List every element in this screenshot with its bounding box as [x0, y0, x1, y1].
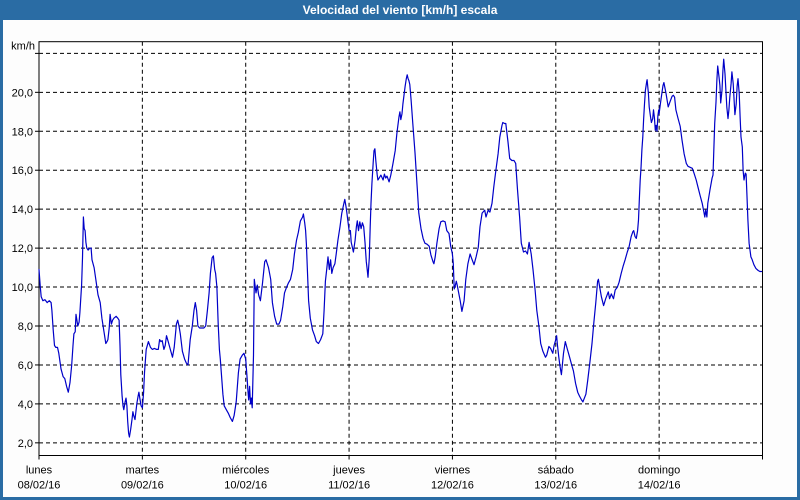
title-bar: Velocidad del viento [km/h] escala	[0, 0, 800, 20]
window-border-bottom	[0, 497, 800, 500]
x-day-name-label: jueves	[332, 465, 365, 477]
y-tick-label: 6,0	[18, 360, 33, 372]
x-day-name-label: viernes	[435, 465, 471, 477]
x-day-date-label: 11/02/16	[328, 480, 370, 492]
x-day-name-label: miércoles	[222, 465, 270, 477]
x-day-name-label: lunes	[26, 465, 53, 477]
y-tick-label: 16,0	[12, 165, 33, 177]
y-axis-unit-label: km/h	[11, 41, 35, 53]
plot-frame	[38, 41, 763, 456]
y-tick-label: 4,0	[18, 399, 33, 411]
window-border-right	[797, 0, 800, 500]
x-day-date-label: 14/02/16	[638, 480, 681, 492]
y-tick-label: 8,0	[18, 321, 33, 333]
x-day-date-label: 08/02/16	[18, 480, 61, 492]
x-day-name-label: domingo	[638, 465, 680, 477]
window-title: Velocidad del viento [km/h] escala	[302, 3, 498, 17]
x-day-name-label: martes	[126, 465, 160, 477]
window-border-left	[0, 0, 3, 500]
x-day-date-label: 12/02/16	[431, 480, 474, 492]
x-day-date-label: 13/02/16	[534, 480, 577, 492]
y-tick-label: 14,0	[12, 204, 33, 216]
y-tick-label: 20,0	[12, 87, 33, 99]
y-tick-label: 12,0	[12, 243, 33, 255]
y-tick-label: 2,0	[18, 438, 33, 450]
x-day-name-label: sábado	[538, 465, 574, 477]
x-day-date-label: 09/02/16	[121, 480, 164, 492]
y-tick-label: 18,0	[12, 126, 33, 138]
y-tick-label: 10,0	[12, 282, 33, 294]
x-day-date-label: 10/02/16	[224, 480, 267, 492]
wind-speed-line	[38, 58, 763, 438]
